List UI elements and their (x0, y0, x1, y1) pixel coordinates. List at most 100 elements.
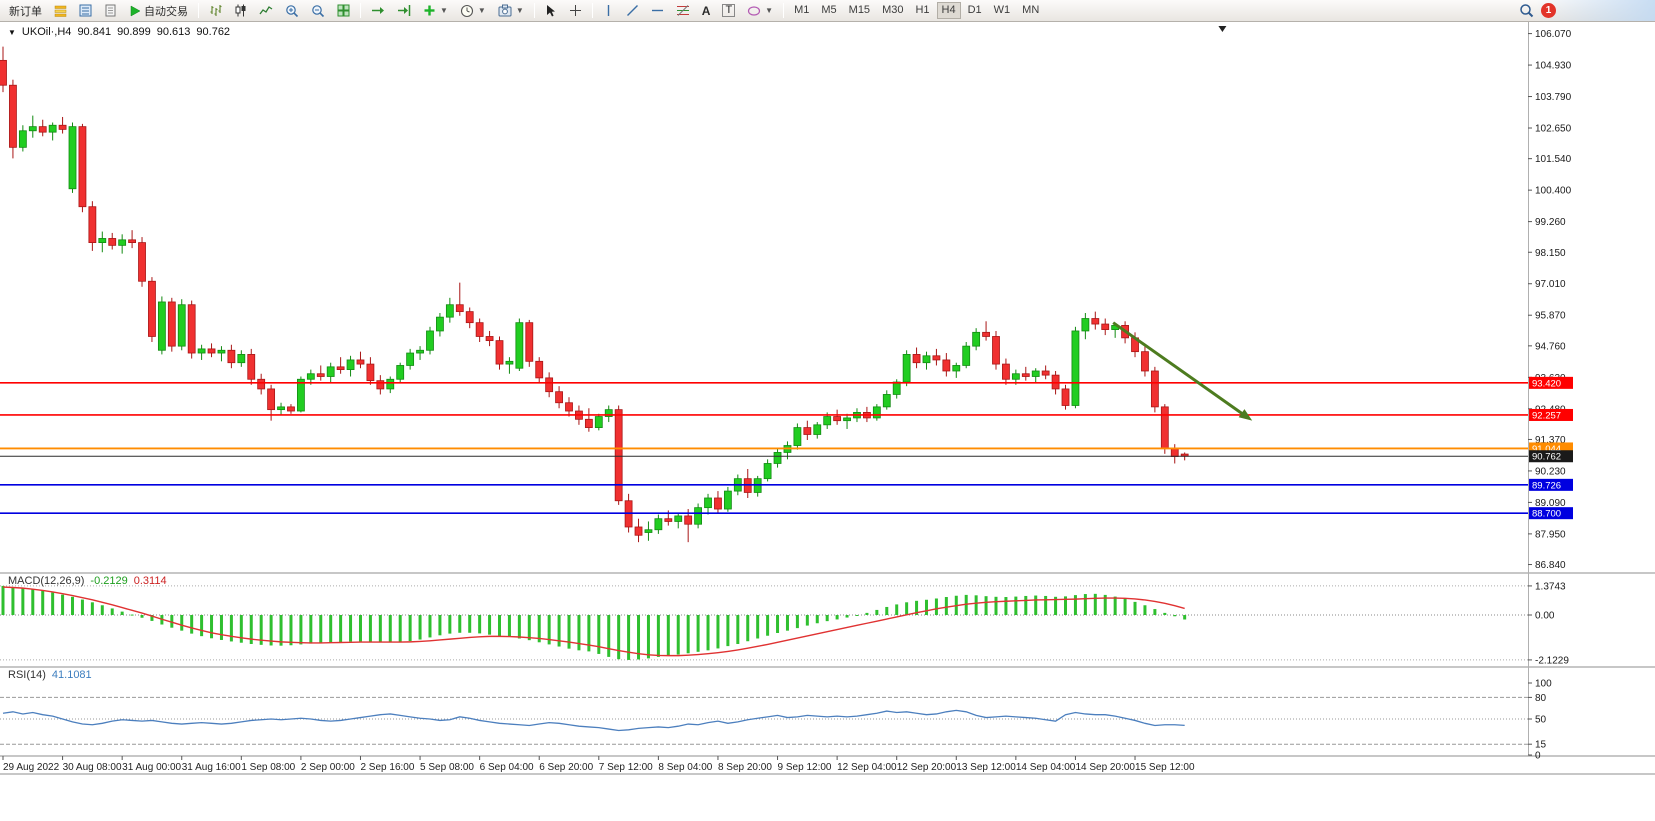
svg-text:90.762: 90.762 (1532, 452, 1561, 463)
svg-text:14 Sep 20:00: 14 Sep 20:00 (1075, 762, 1135, 773)
new-order-label: 新订单 (9, 5, 42, 18)
bar-chart-button[interactable] (204, 2, 227, 20)
svg-text:93.420: 93.420 (1532, 378, 1561, 389)
ohlc-close: 90.762 (196, 26, 231, 38)
price-chart-canvas[interactable]: 106.070 104.930 103.790 102.650 101.540 100.4… (0, 22, 1655, 775)
trendline-icon (626, 5, 638, 16)
svg-text:2 Sep 16:00: 2 Sep 16:00 (360, 762, 414, 773)
svg-text:102.650: 102.650 (1535, 124, 1572, 135)
timeframe-w1[interactable]: W1 (993, 4, 1011, 16)
bar-chart-icon (210, 5, 222, 16)
svg-text:87.950: 87.950 (1535, 529, 1566, 540)
one-click-trading-collapse-icon[interactable]: ▼ (8, 27, 16, 37)
svg-text:103.790: 103.790 (1535, 92, 1572, 103)
svg-text:89.090: 89.090 (1535, 498, 1566, 509)
timeframe-m5[interactable]: M5 (821, 4, 837, 16)
data-window-button[interactable] (99, 2, 122, 20)
resistance-line-1-tag (1529, 376, 1573, 389)
crosshair-tool-button[interactable] (564, 2, 587, 20)
horizontal-line-icon (651, 9, 663, 12)
svg-text:29 Aug 2022: 29 Aug 2022 (3, 762, 60, 773)
label-tool-button[interactable]: T (717, 2, 740, 20)
period-selector-button[interactable]: ▼ (455, 2, 491, 20)
chart-shift-icon (398, 5, 411, 16)
depth-of-market-button[interactable] (49, 2, 72, 20)
candlestick-chart-button[interactable] (229, 2, 252, 20)
market-watch-button[interactable] (74, 2, 97, 20)
horizontal-line-tool-button[interactable] (646, 2, 669, 20)
label-tool-icon: T (722, 4, 736, 17)
text-tool-button[interactable]: A (697, 2, 716, 20)
shapes-tool-button[interactable]: ▼ (742, 2, 778, 20)
current-price-line-tag (1529, 450, 1573, 463)
toolbar-right-gradient (1535, 0, 1655, 21)
text-tool-icon: A (701, 3, 711, 18)
auto-scroll-icon (372, 7, 384, 14)
svg-text:31 Aug 00:00: 31 Aug 00:00 (122, 762, 181, 773)
zoom-out-button[interactable] (306, 2, 330, 20)
object-marker-icon[interactable] (1218, 26, 1227, 32)
macd-signal-line (2, 586, 1185, 657)
macd-indicator-label: MACD(12,26,9) -0.2129 0.3114 (8, 575, 167, 587)
fibonacci-icon (676, 5, 689, 16)
algo-trading-label: 自动交易 (144, 5, 188, 18)
timeframe-h1[interactable]: H1 (915, 4, 930, 16)
fibonacci-tool-button[interactable] (671, 2, 695, 20)
svg-text:80: 80 (1535, 693, 1547, 704)
tile-windows-icon (337, 4, 350, 17)
macd-title: MACD(12,26,9) (8, 575, 85, 587)
svg-text:6 Sep 04:00: 6 Sep 04:00 (480, 762, 534, 773)
notifications-badge[interactable]: 1 (1541, 3, 1556, 18)
svg-text:8 Sep 04:00: 8 Sep 04:00 (658, 762, 712, 773)
zoom-in-button[interactable] (280, 2, 304, 20)
line-chart-button[interactable] (254, 2, 278, 20)
svg-text:2 Sep 00:00: 2 Sep 00:00 (301, 762, 355, 773)
camera-icon (498, 4, 512, 17)
cursor-tool-button[interactable] (540, 2, 562, 20)
svg-text:30 Aug 08:00: 30 Aug 08:00 (63, 762, 122, 773)
horizontal-price-lines[interactable] (0, 382, 1528, 514)
svg-text:31 Aug 16:00: 31 Aug 16:00 (182, 762, 241, 773)
candlestick-chart-icon (235, 4, 246, 17)
ohlc-open: 90.841 (77, 26, 112, 38)
timeframe-m15[interactable]: M15 (848, 4, 871, 16)
vertical-line-tool-button[interactable] (598, 2, 619, 20)
svg-text:5 Sep 08:00: 5 Sep 08:00 (420, 762, 474, 773)
chevron-down-icon: ▼ (515, 6, 524, 15)
toolbar: 新订单 自动交易 (0, 0, 1655, 22)
svg-text:92.257: 92.257 (1532, 410, 1561, 421)
chart-shift-button[interactable] (392, 2, 416, 20)
price-axis[interactable]: 106.070 104.930 103.790 102.650 101.540 100.4… (1528, 29, 1573, 571)
search-button[interactable] (1514, 2, 1539, 20)
svg-text:98.150: 98.150 (1535, 248, 1566, 259)
tile-windows-button[interactable] (332, 2, 355, 20)
rsi-line (2, 709, 1185, 732)
ohlc-low: 90.613 (156, 26, 191, 38)
timeframe-d1[interactable]: D1 (967, 4, 982, 16)
timeframe-m30[interactable]: M30 (882, 4, 904, 16)
chart-symbol-label: ▼ UKOil·,H4 90.841 90.899 90.613 90.762 (8, 26, 230, 38)
macd-panel: 1.3743 0.00 -2.1229 (0, 581, 1569, 666)
macd-signal-value: 0.3114 (133, 575, 167, 587)
svg-text:91.370: 91.370 (1535, 435, 1566, 446)
timeframe-m1[interactable]: M1 (794, 4, 810, 16)
timeframe-mn[interactable]: MN (1022, 4, 1040, 16)
svg-text:7 Sep 12:00: 7 Sep 12:00 (599, 762, 653, 773)
trend-arrow-annotation[interactable] (1112, 321, 1253, 421)
svg-text:0.00: 0.00 (1535, 611, 1555, 622)
cursor-icon (546, 5, 555, 17)
time-axis[interactable]: 29 Aug 2022 30 Aug 08:00 31 Aug 00:00 31 Au… (2, 756, 1195, 773)
svg-text:12 Sep 20:00: 12 Sep 20:00 (897, 762, 957, 773)
toolbar-separator (783, 3, 785, 18)
new-order-button[interactable]: 新订单 (4, 2, 47, 20)
zoom-in-icon (286, 4, 299, 17)
svg-text:91.044: 91.044 (1532, 444, 1561, 455)
algo-trading-button[interactable]: 自动交易 (124, 2, 193, 20)
notification-count: 1 (1545, 5, 1552, 16)
trendline-tool-button[interactable] (621, 2, 644, 20)
svg-text:88.700: 88.700 (1532, 509, 1561, 520)
timeframe-h4[interactable]: H4 (936, 2, 961, 19)
chart-snapshot-button[interactable]: ▼ (493, 2, 529, 20)
auto-scroll-button[interactable] (366, 2, 390, 20)
add-indicator-button[interactable]: ▼ (418, 2, 453, 20)
